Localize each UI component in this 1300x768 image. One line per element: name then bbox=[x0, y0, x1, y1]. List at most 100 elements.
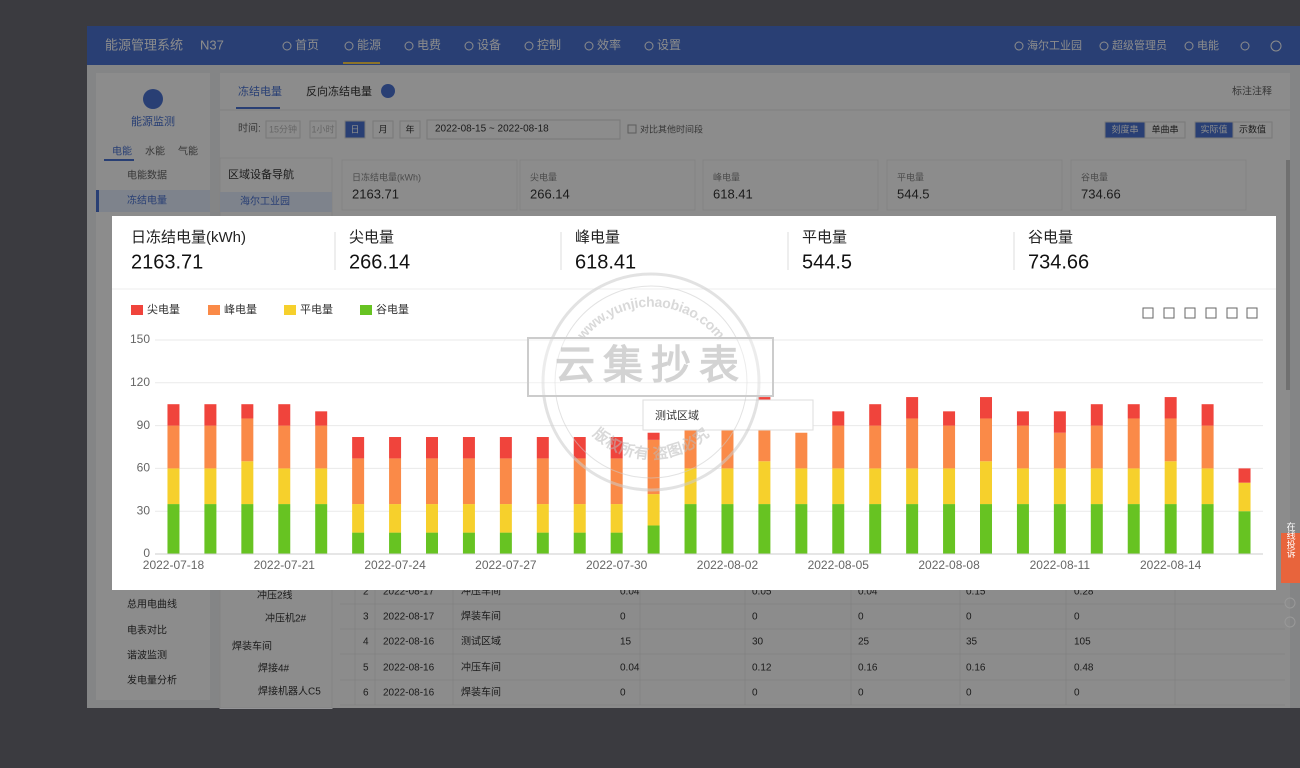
bar-segment bbox=[537, 504, 549, 533]
summary-value: 544.5 bbox=[802, 251, 852, 273]
bar-segment bbox=[1165, 397, 1177, 418]
watermark-name: 云集抄表 bbox=[555, 344, 747, 388]
bar-segment bbox=[537, 533, 549, 554]
summary-label: 谷电量 bbox=[1028, 229, 1073, 246]
bar-segment bbox=[1165, 418, 1177, 461]
summary-label: 尖电量 bbox=[349, 229, 394, 246]
x-tick-label: 2022-08-02 bbox=[697, 558, 759, 572]
bar-segment bbox=[1017, 504, 1029, 554]
summary-label: 峰电量 bbox=[575, 229, 620, 246]
bar-segment bbox=[463, 458, 475, 504]
bar-segment bbox=[1128, 468, 1140, 504]
bar-segment bbox=[1054, 411, 1066, 432]
bar-segment bbox=[1202, 468, 1214, 504]
bar-segment bbox=[167, 426, 179, 469]
bar-segment bbox=[832, 411, 844, 425]
bar-segment bbox=[906, 418, 918, 468]
legend-swatch bbox=[284, 305, 296, 315]
bar-segment bbox=[611, 458, 623, 504]
bar-segment bbox=[1239, 511, 1251, 554]
bar-segment bbox=[352, 437, 364, 458]
bar-segment bbox=[1202, 426, 1214, 469]
summary-value: 2163.71 bbox=[131, 251, 203, 273]
bar-segment bbox=[906, 504, 918, 554]
bar-segment bbox=[943, 411, 955, 425]
bar-segment bbox=[1091, 504, 1103, 554]
bar-segment bbox=[426, 533, 438, 554]
bar-segment bbox=[1239, 483, 1251, 512]
summary-value: 734.66 bbox=[1028, 251, 1089, 273]
bar-segment bbox=[980, 397, 992, 418]
bar-segment bbox=[241, 404, 253, 418]
bar-segment bbox=[758, 461, 770, 504]
x-tick-label: 2022-07-18 bbox=[143, 558, 205, 572]
bar-segment bbox=[721, 504, 733, 554]
bar-segment bbox=[278, 504, 290, 554]
legend-label[interactable]: 尖电量 bbox=[147, 303, 180, 316]
bar-segment bbox=[463, 437, 475, 458]
bar-segment bbox=[795, 468, 807, 504]
bar-segment bbox=[1017, 426, 1029, 469]
bar-segment bbox=[795, 433, 807, 469]
bar-segment bbox=[167, 504, 179, 554]
bar-segment bbox=[278, 468, 290, 504]
summary-label: 平电量 bbox=[802, 229, 847, 246]
bar-segment bbox=[463, 533, 475, 554]
legend-swatch bbox=[131, 305, 143, 315]
bar-segment bbox=[204, 404, 216, 425]
bar-segment bbox=[1165, 504, 1177, 554]
bar-segment bbox=[1054, 504, 1066, 554]
bar-segment bbox=[1091, 426, 1103, 469]
y-tick-label: 120 bbox=[130, 375, 150, 389]
bar-segment bbox=[869, 468, 881, 504]
x-tick-label: 2022-07-30 bbox=[586, 558, 648, 572]
bar-segment bbox=[167, 468, 179, 504]
bar-segment bbox=[943, 426, 955, 469]
bar-segment bbox=[980, 461, 992, 504]
bar-segment bbox=[1091, 468, 1103, 504]
bar-segment bbox=[611, 533, 623, 554]
bar-segment bbox=[906, 468, 918, 504]
bar-segment bbox=[352, 533, 364, 554]
legend-label[interactable]: 平电量 bbox=[300, 303, 333, 316]
bar-segment bbox=[943, 468, 955, 504]
x-tick-label: 2022-08-14 bbox=[1140, 558, 1202, 572]
legend-label[interactable]: 峰电量 bbox=[224, 303, 257, 316]
bar-segment bbox=[832, 426, 844, 469]
tooltip-text: 测试区域 bbox=[655, 409, 699, 422]
bar-segment bbox=[1128, 504, 1140, 554]
bar-segment bbox=[869, 426, 881, 469]
side-tab-label[interactable]: 在线投诉 bbox=[1286, 521, 1296, 559]
x-tick-label: 2022-07-27 bbox=[475, 558, 537, 572]
bar-segment bbox=[352, 458, 364, 504]
legend-label[interactable]: 谷电量 bbox=[376, 303, 409, 316]
bar-segment bbox=[1017, 411, 1029, 425]
bar-segment bbox=[167, 404, 179, 425]
bar-segment bbox=[1128, 404, 1140, 418]
bar-segment bbox=[537, 437, 549, 458]
x-tick-label: 2022-08-08 bbox=[918, 558, 980, 572]
bar-segment bbox=[611, 504, 623, 533]
bar-segment bbox=[389, 533, 401, 554]
bar-segment bbox=[204, 504, 216, 554]
bar-segment bbox=[278, 404, 290, 425]
bar-segment bbox=[352, 504, 364, 533]
bar-segment bbox=[315, 426, 327, 469]
x-tick-label: 2022-07-21 bbox=[254, 558, 316, 572]
bar-segment bbox=[426, 437, 438, 458]
bar-segment bbox=[204, 426, 216, 469]
bar-segment bbox=[241, 418, 253, 461]
bar-segment bbox=[204, 468, 216, 504]
bar-segment bbox=[500, 458, 512, 504]
bar-segment bbox=[832, 468, 844, 504]
bar-segment bbox=[758, 504, 770, 554]
bar-segment bbox=[832, 504, 844, 554]
bar-segment bbox=[241, 504, 253, 554]
x-tick-label: 2022-07-24 bbox=[364, 558, 426, 572]
bar-segment bbox=[1054, 468, 1066, 504]
bar-segment bbox=[389, 504, 401, 533]
x-tick-label: 2022-08-05 bbox=[808, 558, 870, 572]
summary-value: 618.41 bbox=[575, 251, 636, 273]
